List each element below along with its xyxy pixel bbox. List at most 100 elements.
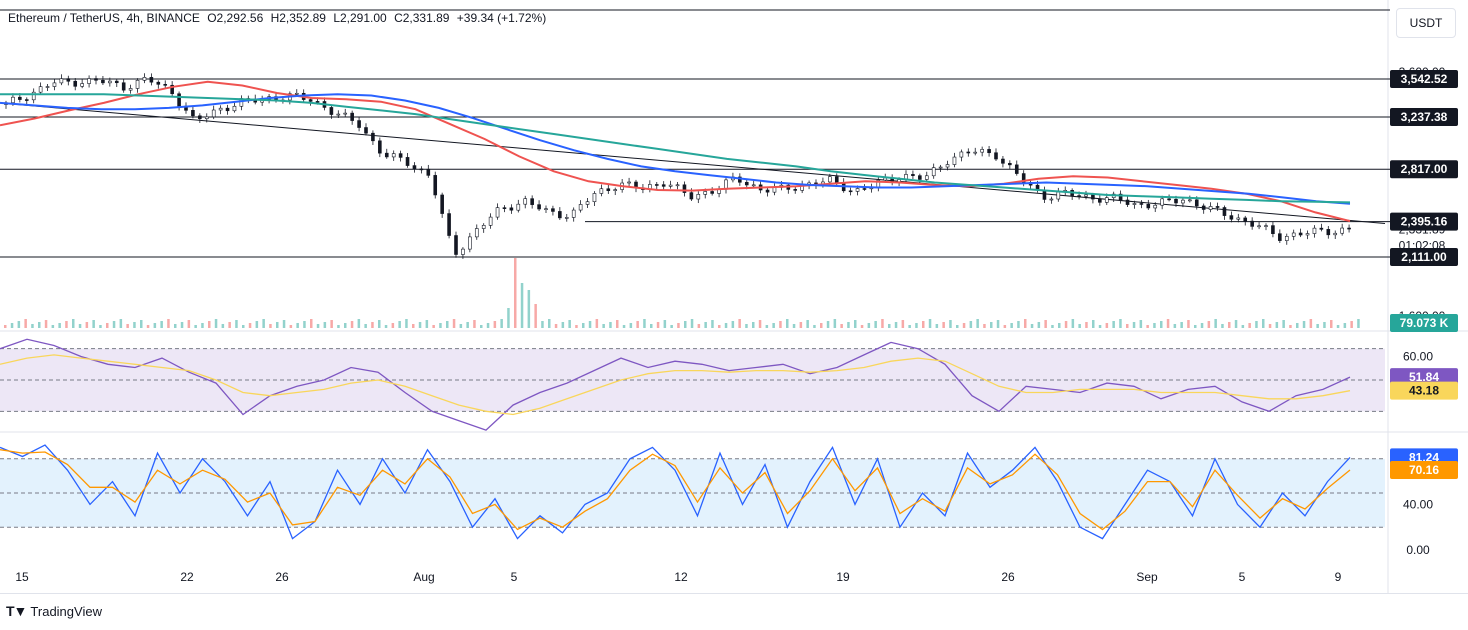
- volume-bar: [711, 320, 714, 328]
- volume-bar: [697, 324, 701, 328]
- volume-bar: [1153, 323, 1156, 328]
- price-candles: [4, 73, 1351, 259]
- candle-body: [1001, 158, 1005, 164]
- candle-body: [1264, 225, 1268, 227]
- candle-body: [703, 191, 708, 195]
- volume-bar: [99, 325, 102, 328]
- candle-body: [1305, 233, 1310, 236]
- volume-bar: [221, 324, 225, 328]
- candle-body: [433, 175, 438, 196]
- candle-body: [371, 132, 375, 142]
- time-axis-label: 15: [15, 570, 29, 584]
- currency-button[interactable]: USDT: [1396, 8, 1456, 38]
- volume-bar: [160, 321, 163, 328]
- candle-body: [1236, 217, 1241, 220]
- volume-bar: [235, 320, 238, 328]
- candle-body: [551, 208, 555, 212]
- volume-bar: [133, 322, 136, 328]
- candle-body: [1153, 204, 1158, 209]
- footer: T▼ TradingView: [6, 603, 102, 619]
- volume-bar: [928, 319, 932, 328]
- volume-bar: [1275, 322, 1279, 328]
- volume-bar: [779, 321, 782, 328]
- candle-body: [668, 184, 673, 187]
- volume-bar: [140, 320, 143, 328]
- rsi-value-badge-bg: [1390, 368, 1458, 387]
- brand-label[interactable]: TradingView: [30, 603, 102, 619]
- volume-bar: [1248, 323, 1251, 328]
- level-badge: 2,111.00: [1401, 250, 1447, 264]
- candle-body: [1104, 197, 1109, 203]
- volume-bar: [663, 320, 667, 328]
- candle-body: [571, 209, 576, 218]
- volume-bar: [867, 323, 871, 328]
- candle-body: [1298, 232, 1303, 236]
- candle-body: [18, 96, 22, 100]
- candle-body: [696, 194, 701, 200]
- candle-body: [980, 149, 984, 153]
- volume-bar: [1255, 321, 1258, 328]
- volume-bar: [310, 319, 313, 328]
- candle-body: [585, 201, 590, 205]
- volume-bar: [10, 323, 14, 328]
- candle-body: [101, 79, 105, 84]
- volume-bar: [731, 321, 735, 328]
- candle-body: [509, 207, 514, 211]
- volume-bar: [514, 258, 517, 328]
- time-axis-label: 26: [1001, 570, 1015, 584]
- candle-body: [52, 82, 57, 87]
- candle-body: [412, 165, 417, 170]
- volume-bar: [1187, 320, 1190, 328]
- candle-body: [24, 99, 29, 101]
- volume-bar: [636, 321, 639, 328]
- volume-bar: [622, 325, 626, 328]
- volume-bar: [935, 324, 939, 328]
- candle-body: [135, 80, 140, 89]
- volume-bar: [507, 308, 510, 328]
- candle-body: [1271, 225, 1275, 234]
- candle-body: [1257, 225, 1261, 228]
- volume-bar: [1146, 325, 1149, 328]
- candle-body: [1326, 229, 1331, 236]
- candle-body: [495, 207, 500, 218]
- volume-bar: [112, 321, 116, 328]
- volume-bar: [391, 323, 395, 328]
- volume-bar: [459, 324, 463, 328]
- rsi-signal-badge-bg: [1390, 381, 1458, 400]
- volume-bar: [1003, 325, 1007, 328]
- volume-bar: [1017, 321, 1020, 328]
- volume-bar: [1302, 321, 1306, 328]
- volume-bar: [473, 320, 476, 328]
- volume-bar: [412, 324, 415, 328]
- volume-bar: [248, 323, 252, 328]
- stoch-d-badge: 70.16: [1409, 463, 1439, 477]
- candle-body: [834, 176, 839, 183]
- candle-body: [80, 83, 84, 87]
- symbol-name[interactable]: Ethereum / TetherUS, 4h, BINANCE: [8, 11, 200, 25]
- candle-body: [1139, 203, 1144, 205]
- candle-body: [426, 168, 431, 176]
- level-badge: 2,395.16: [1401, 215, 1448, 229]
- volume-bar: [1282, 320, 1285, 328]
- candle-body: [204, 116, 209, 120]
- level-badge-bg: [1390, 248, 1458, 266]
- candle-body: [1118, 193, 1123, 201]
- rsi-value-badge: 51.84: [1409, 370, 1439, 384]
- candle-body: [918, 175, 922, 180]
- volume-bar: [1350, 321, 1353, 328]
- volume-bar: [616, 320, 619, 328]
- candle-body: [751, 184, 756, 187]
- volume-bar: [51, 325, 55, 328]
- candle-body: [177, 93, 181, 107]
- volume-bar: [330, 320, 333, 328]
- current-price-label: 2,331.89: [1399, 223, 1446, 237]
- volume-bar: [425, 320, 429, 328]
- candle-body: [170, 84, 174, 95]
- volume-bar: [78, 324, 82, 328]
- candle-body: [502, 207, 507, 209]
- candle-body: [1056, 191, 1061, 200]
- candle-body: [468, 236, 472, 250]
- volume-bar: [1132, 322, 1136, 328]
- candle-body: [31, 91, 36, 101]
